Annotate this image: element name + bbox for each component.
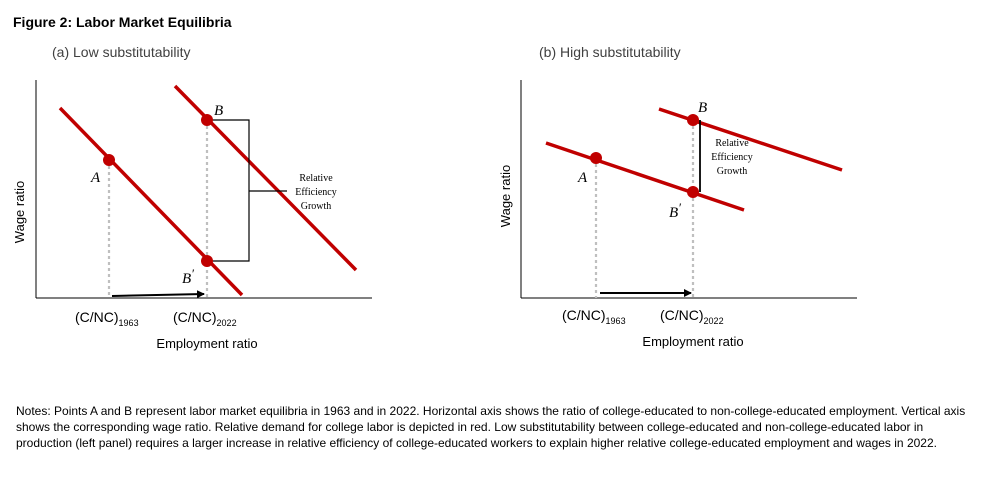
- panel-high-substitutability: (b) High substitutability Wage ratio Rel…: [498, 44, 857, 349]
- point-b: [201, 114, 213, 126]
- point-a: [590, 152, 602, 164]
- panel-subtitle: (b) High substitutability: [539, 44, 681, 60]
- point-b: [687, 114, 699, 126]
- point-b-prime: [687, 186, 699, 198]
- point-b-prime-label: B′: [182, 266, 194, 287]
- tick-label-1963: (C/NC)1963: [75, 309, 139, 328]
- annotation-line-2: Efficiency: [711, 152, 752, 163]
- point-a-label: A: [577, 170, 588, 186]
- point-b-label: B: [214, 103, 223, 119]
- figure-title: Figure 2: Labor Market Equilibria: [13, 14, 232, 30]
- figure-canvas: Figure 2: Labor Market Equilibria (a) Lo…: [12, 14, 857, 351]
- panel-low-substitutability: (a) Low substitutability Wage ratio Rela…: [12, 44, 372, 351]
- y-axis-label: Wage ratio: [12, 181, 27, 243]
- annotation-line-3: Growth: [717, 166, 748, 177]
- x-axis-label: Employment ratio: [156, 336, 257, 351]
- figure-notes: Notes: Points A and B represent labor ma…: [16, 404, 966, 450]
- annotation-line-1: Relative: [715, 138, 749, 149]
- point-b-prime-label: B′: [669, 200, 681, 221]
- tick-label-2022: (C/NC)2022: [660, 307, 724, 326]
- point-a: [103, 154, 115, 166]
- panel-subtitle: (a) Low substitutability: [52, 44, 191, 60]
- tick-label-1963: (C/NC)1963: [562, 307, 626, 326]
- point-b-prime: [201, 255, 213, 267]
- annotation-line-3: Growth: [301, 201, 332, 212]
- annotation-line-1: Relative: [299, 173, 333, 184]
- y-axis-label: Wage ratio: [498, 165, 513, 227]
- demand-curve-1963: [58, 106, 244, 297]
- tick-label-2022: (C/NC)2022: [173, 309, 237, 328]
- employment-shift-arrow: [111, 290, 205, 299]
- annotation-line-2: Efficiency: [295, 187, 336, 198]
- demand-curve-1963: [545, 141, 745, 212]
- point-a-label: A: [90, 170, 101, 186]
- point-b-label: B: [698, 100, 707, 116]
- x-axis-label: Employment ratio: [642, 334, 743, 349]
